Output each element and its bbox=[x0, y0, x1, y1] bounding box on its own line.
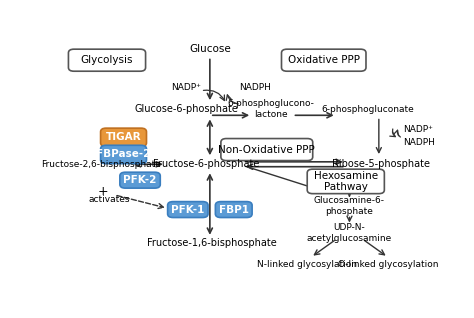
Text: NADP⁺: NADP⁺ bbox=[171, 83, 201, 92]
FancyArrowPatch shape bbox=[246, 159, 341, 164]
FancyBboxPatch shape bbox=[282, 49, 366, 71]
FancyArrowPatch shape bbox=[347, 216, 352, 221]
Text: Fructose-2,6-bisphosphate: Fructose-2,6-bisphosphate bbox=[42, 160, 162, 169]
Text: FBPase-2: FBPase-2 bbox=[96, 149, 151, 159]
Text: Non-Oxidative PPP: Non-Oxidative PPP bbox=[219, 145, 315, 155]
Text: Glycolysis: Glycolysis bbox=[81, 55, 133, 65]
Text: Glucose-6-phosphate: Glucose-6-phosphate bbox=[134, 104, 238, 114]
FancyArrowPatch shape bbox=[365, 240, 384, 255]
FancyBboxPatch shape bbox=[307, 169, 384, 194]
FancyBboxPatch shape bbox=[215, 202, 252, 218]
Text: NADPH: NADPH bbox=[239, 83, 271, 92]
FancyArrowPatch shape bbox=[247, 164, 343, 169]
Text: activates: activates bbox=[88, 195, 129, 204]
Text: UDP-N-
acetylglucosamine: UDP-N- acetylglucosamine bbox=[307, 223, 392, 243]
Text: NADP⁺: NADP⁺ bbox=[403, 126, 433, 135]
FancyArrowPatch shape bbox=[136, 162, 161, 167]
Text: Oxidative PPP: Oxidative PPP bbox=[288, 55, 360, 65]
Text: Glucosamine-6-
phosphate: Glucosamine-6- phosphate bbox=[314, 196, 385, 216]
Text: TIGAR: TIGAR bbox=[106, 132, 141, 142]
Text: Hexosamine
Pathway: Hexosamine Pathway bbox=[314, 170, 378, 192]
FancyArrowPatch shape bbox=[295, 113, 332, 118]
Text: 6-phosphogluconate: 6-phosphogluconate bbox=[321, 105, 414, 114]
Text: PFK-2: PFK-2 bbox=[123, 175, 157, 185]
FancyArrowPatch shape bbox=[314, 240, 334, 255]
FancyArrowPatch shape bbox=[207, 175, 212, 233]
FancyArrowPatch shape bbox=[207, 121, 212, 154]
FancyBboxPatch shape bbox=[221, 139, 313, 161]
Text: +: + bbox=[98, 185, 109, 198]
FancyArrowPatch shape bbox=[347, 191, 352, 196]
Text: Fructose-6-phosphate: Fructose-6-phosphate bbox=[153, 159, 259, 169]
Text: N-linked glycosylation: N-linked glycosylation bbox=[257, 260, 357, 269]
Text: NADPH: NADPH bbox=[403, 138, 435, 147]
Text: 6-phosphoglucono-
lactone: 6-phosphoglucono- lactone bbox=[227, 100, 314, 119]
FancyBboxPatch shape bbox=[168, 202, 208, 218]
FancyBboxPatch shape bbox=[68, 49, 146, 71]
FancyBboxPatch shape bbox=[120, 172, 160, 188]
Text: FBP1: FBP1 bbox=[219, 204, 249, 215]
Text: Fructose-1,6-bisphosphate: Fructose-1,6-bisphosphate bbox=[147, 238, 276, 248]
Text: PFK-1: PFK-1 bbox=[171, 204, 204, 215]
FancyArrowPatch shape bbox=[117, 196, 164, 209]
FancyArrowPatch shape bbox=[207, 59, 212, 98]
FancyArrowPatch shape bbox=[213, 113, 247, 118]
FancyArrowPatch shape bbox=[376, 119, 382, 153]
FancyBboxPatch shape bbox=[100, 128, 146, 147]
FancyBboxPatch shape bbox=[100, 145, 146, 164]
Text: O-linked glycosylation: O-linked glycosylation bbox=[338, 260, 438, 269]
Text: Ribose-5-phosphate: Ribose-5-phosphate bbox=[332, 159, 430, 169]
Text: Glucose: Glucose bbox=[189, 44, 231, 54]
